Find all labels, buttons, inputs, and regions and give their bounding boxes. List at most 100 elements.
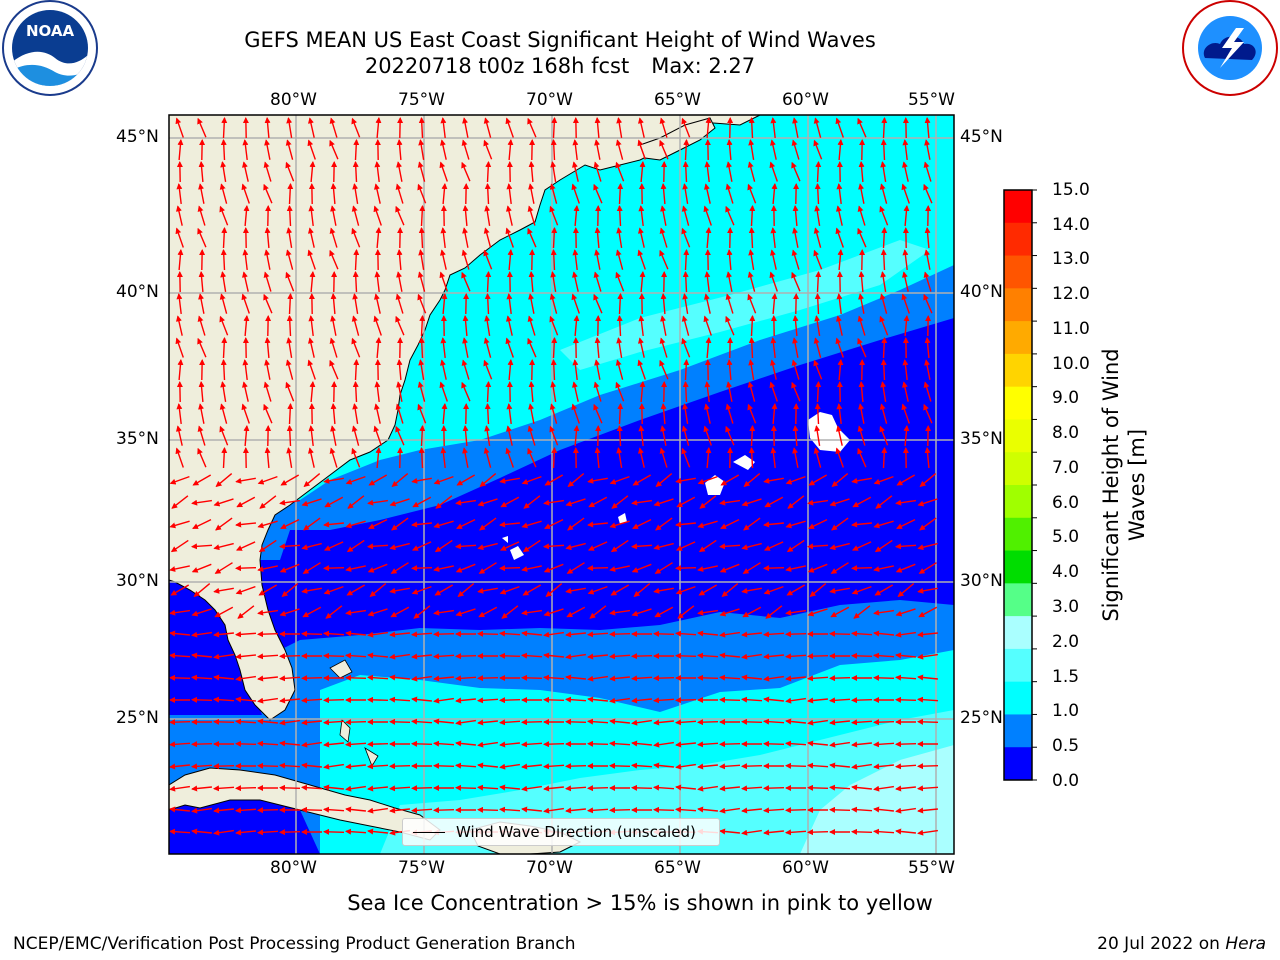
wind-wave-arrow xyxy=(455,762,477,769)
wind-wave-arrow xyxy=(851,521,872,528)
wind-wave-arrow xyxy=(175,425,183,446)
wind-wave-arrow xyxy=(367,785,388,792)
wind-wave-arrow xyxy=(367,543,389,550)
wind-wave-arrow xyxy=(831,473,849,488)
colorbar-swatch xyxy=(1004,714,1032,748)
wind-wave-arrow xyxy=(807,697,828,704)
wind-wave-arrow xyxy=(763,829,784,836)
colorbar-tick-label: 0.5 xyxy=(1052,736,1080,756)
wind-wave-arrow xyxy=(418,227,425,249)
wind-wave-arrow xyxy=(457,583,475,598)
wind-wave-arrow xyxy=(813,447,822,468)
wind-wave-arrow xyxy=(369,583,387,598)
wind-wave-arrow xyxy=(367,608,388,617)
lat-tick-left: 30°N xyxy=(116,571,159,591)
wind-wave-arrow xyxy=(417,183,427,204)
wind-wave-arrow xyxy=(873,763,894,770)
wind-wave-arrow xyxy=(330,403,337,425)
wind-wave-arrow xyxy=(477,498,498,507)
wind-wave-arrow xyxy=(609,653,631,660)
wind-wave-arrow xyxy=(681,425,690,446)
wind-wave-arrow xyxy=(851,565,873,572)
wind-wave-arrow xyxy=(528,271,535,293)
wind-wave-arrow xyxy=(763,740,785,747)
wind-wave-arrow xyxy=(923,381,932,402)
wind-wave-arrow xyxy=(549,183,558,204)
wind-wave-arrow xyxy=(725,205,735,226)
wind-wave-arrow xyxy=(323,719,345,726)
wind-wave-arrow xyxy=(264,139,271,160)
wind-wave-arrow xyxy=(236,496,256,508)
wind-wave-arrow xyxy=(197,425,206,446)
wind-wave-arrow xyxy=(725,293,734,314)
wind-wave-arrow xyxy=(307,337,315,358)
wind-wave-arrow xyxy=(609,697,630,704)
wind-wave-arrow xyxy=(675,652,697,659)
wind-wave-arrow xyxy=(499,477,520,484)
wind-wave-arrow xyxy=(815,271,822,293)
wind-wave-arrow xyxy=(593,161,602,182)
wind-wave-arrow xyxy=(851,477,872,484)
wind-wave-arrow xyxy=(835,117,844,138)
wind-wave-arrow xyxy=(726,359,733,381)
wind-wave-arrow xyxy=(880,381,887,403)
wind-wave-arrow xyxy=(615,359,624,380)
wind-wave-arrow xyxy=(550,381,557,403)
colorbar-tick-label: 10.0 xyxy=(1052,354,1090,374)
wind-wave-arrow xyxy=(543,785,564,792)
wind-wave-arrow xyxy=(571,161,579,182)
wind-wave-arrow xyxy=(785,740,807,747)
wind-wave-arrow xyxy=(477,587,498,594)
wind-wave-arrow xyxy=(499,806,521,813)
wind-wave-arrow xyxy=(807,653,829,660)
wind-wave-arrow xyxy=(675,784,696,791)
wind-wave-arrow xyxy=(521,719,543,726)
wind-wave-arrow xyxy=(433,807,455,814)
wind-wave-arrow xyxy=(639,381,646,403)
wind-wave-arrow xyxy=(763,585,784,595)
wind-wave-arrow xyxy=(631,563,652,573)
wind-wave-arrow xyxy=(191,543,213,550)
wind-wave-arrow xyxy=(807,784,829,791)
wind-wave-arrow xyxy=(901,183,910,204)
wind-wave-arrow xyxy=(522,584,542,596)
wind-wave-arrow xyxy=(653,784,675,791)
wind-wave-arrow xyxy=(682,161,689,183)
wind-wave-arrow xyxy=(924,337,931,359)
wind-wave-arrow xyxy=(499,741,520,748)
wind-wave-arrow xyxy=(609,565,630,572)
wind-wave-arrow xyxy=(395,315,405,336)
wind-wave-arrow xyxy=(791,359,800,380)
wind-wave-arrow xyxy=(303,517,321,531)
wind-wave-arrow xyxy=(588,496,608,508)
wind-wave-arrow xyxy=(301,741,322,748)
wind-wave-arrow xyxy=(895,563,916,573)
wind-wave-arrow xyxy=(660,315,667,336)
wind-wave-arrow xyxy=(615,139,624,160)
wind-wave-arrow xyxy=(301,630,323,637)
wind-wave-arrow xyxy=(197,315,206,336)
wind-wave-arrow xyxy=(235,541,256,551)
wind-wave-arrow xyxy=(654,606,674,618)
wind-wave-arrow xyxy=(545,583,563,598)
wind-wave-arrow xyxy=(346,539,365,553)
wind-wave-arrow xyxy=(439,381,448,402)
wind-wave-arrow xyxy=(829,762,850,769)
wind-wave-arrow xyxy=(676,496,696,508)
wind-wave-arrow xyxy=(192,474,212,486)
wind-wave-arrow xyxy=(851,806,873,813)
wind-wave-arrow xyxy=(191,741,213,748)
wind-wave-arrow xyxy=(675,541,696,551)
wind-wave-arrow xyxy=(257,829,279,836)
wind-wave-arrow xyxy=(219,293,228,314)
wind-wave-arrow xyxy=(659,447,668,468)
wind-wave-arrow xyxy=(923,293,933,314)
wind-wave-arrow xyxy=(433,762,455,769)
wind-wave-arrow xyxy=(418,337,425,359)
wind-wave-arrow xyxy=(286,227,293,249)
wind-wave-arrow xyxy=(198,381,205,403)
wind-wave-arrow xyxy=(743,517,761,531)
wind-wave-arrow xyxy=(389,498,410,507)
wind-wave-arrow xyxy=(351,205,360,226)
wind-wave-arrow xyxy=(307,117,315,138)
